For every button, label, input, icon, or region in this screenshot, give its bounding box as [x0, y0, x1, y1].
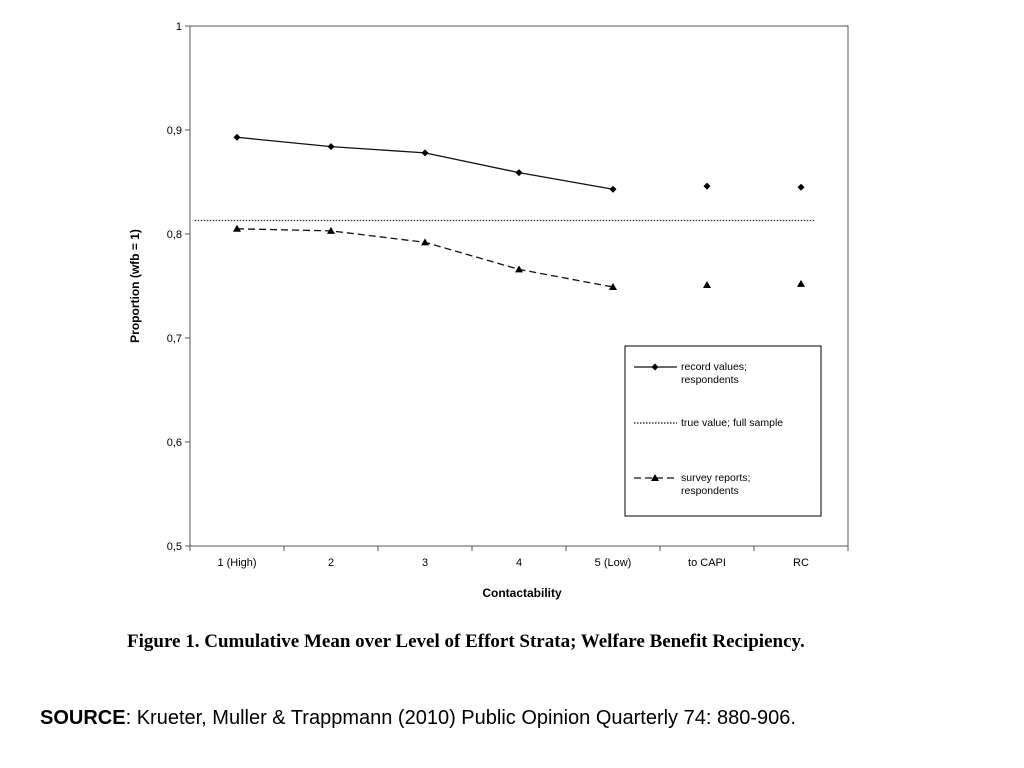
data-point	[703, 182, 711, 190]
legend-swatch-marker	[651, 474, 659, 481]
source-citation: SOURCE: Krueter, Muller & Trappmann (201…	[40, 707, 1020, 730]
legend-label: true value; full sample	[681, 417, 783, 429]
legend-label: respondents	[681, 374, 739, 386]
y-tick-label: 1	[176, 21, 182, 33]
series-line	[236, 228, 614, 288]
y-tick-label: 0,7	[167, 333, 182, 345]
plot-area	[189, 25, 849, 547]
x-tick-label: 5 (Low)	[595, 557, 632, 569]
x-tick-label: to CAPI	[688, 557, 726, 569]
data-point	[421, 149, 429, 157]
data-point	[703, 280, 711, 288]
data-point	[421, 238, 429, 246]
source-text: : Krueter, Muller & Trappmann (2010) Pub…	[125, 707, 796, 729]
legend-label: survey reports;	[681, 472, 750, 484]
x-tick-label: 4	[516, 557, 522, 569]
source-label: SOURCE	[40, 707, 126, 729]
series-layer	[194, 133, 816, 291]
data-point	[609, 283, 617, 291]
x-axis-title: Contactability	[482, 586, 562, 600]
data-point	[233, 133, 241, 141]
legend-label: respondents	[681, 485, 739, 497]
y-axis-ticks: 0,5 0,6 0,7 0,8 0,9 1	[167, 21, 190, 553]
legend-label: record values;	[681, 361, 747, 373]
y-tick-label: 0,9	[167, 125, 182, 137]
data-point	[797, 279, 805, 287]
y-tick-label: 0,8	[167, 229, 182, 241]
figure-caption: Figure 1. Cumulative Mean over Level of …	[127, 631, 805, 652]
data-point	[515, 265, 523, 273]
y-tick-label: 0,5	[167, 541, 182, 553]
data-point	[797, 183, 805, 191]
legend-box	[624, 345, 822, 517]
series-1	[233, 133, 805, 193]
data-point	[327, 143, 335, 151]
data-point	[609, 185, 617, 193]
x-tick-label: RC	[793, 557, 809, 569]
series-line	[236, 136, 614, 190]
data-point	[233, 224, 241, 232]
line-chart: 0,5 0,6 0,7 0,8 0,9 1 1 (High) 2 3 4 5 (Low) to CA…	[128, 21, 849, 600]
x-tick-label: 2	[328, 557, 334, 569]
series-3	[233, 224, 805, 291]
data-point	[327, 226, 335, 234]
x-tick-label: 1 (High)	[217, 557, 256, 569]
y-axis-title: Proportion (wfb = 1)	[128, 229, 142, 343]
legend-swatch-marker	[651, 363, 659, 371]
data-point	[515, 169, 523, 177]
y-tick-label: 0,6	[167, 437, 182, 449]
x-tick-label: 3	[422, 557, 428, 569]
x-axis-ticks: 1 (High) 2 3 4 5 (Low) to CAPI RC	[189, 546, 849, 569]
